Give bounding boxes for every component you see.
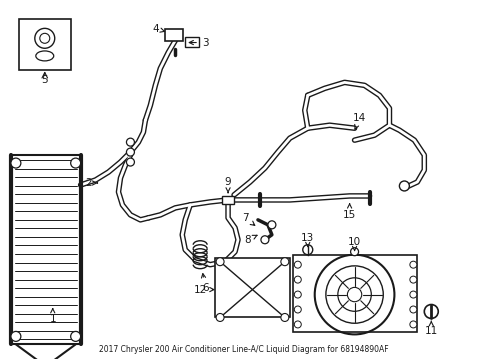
Circle shape: [409, 321, 416, 328]
Circle shape: [216, 258, 224, 266]
Circle shape: [409, 306, 416, 313]
Circle shape: [11, 332, 21, 341]
Text: 10: 10: [347, 237, 361, 251]
Bar: [165, 28, 183, 41]
Text: 5: 5: [41, 75, 48, 85]
Circle shape: [11, 158, 21, 168]
Circle shape: [126, 138, 134, 146]
Circle shape: [350, 248, 358, 256]
Circle shape: [409, 276, 416, 283]
Circle shape: [409, 261, 416, 268]
Bar: [215, 258, 289, 318]
Circle shape: [294, 306, 301, 313]
Circle shape: [346, 287, 361, 302]
Circle shape: [399, 181, 408, 191]
Text: 3: 3: [189, 37, 208, 48]
Text: 11: 11: [424, 321, 437, 336]
Text: 14: 14: [352, 113, 366, 129]
Bar: [222, 196, 234, 204]
Bar: [11, 155, 81, 345]
Text: 8: 8: [244, 235, 257, 245]
Text: 1: 1: [49, 309, 56, 324]
Text: 4: 4: [152, 24, 164, 33]
Bar: [292, 255, 416, 332]
Text: 2017 Chrysler 200 Air Conditioner Line-A/C Liquid Diagram for 68194890AF: 2017 Chrysler 200 Air Conditioner Line-A…: [99, 345, 388, 354]
Circle shape: [126, 158, 134, 166]
Text: 9: 9: [224, 177, 231, 193]
Bar: [19, 19, 71, 71]
Circle shape: [280, 258, 288, 266]
Circle shape: [71, 332, 81, 341]
Circle shape: [424, 305, 437, 319]
Circle shape: [280, 314, 288, 321]
Text: 7: 7: [241, 213, 254, 225]
Text: 2: 2: [85, 178, 97, 188]
Text: 6: 6: [201, 274, 208, 293]
Text: 13: 13: [301, 233, 314, 247]
Text: 15: 15: [342, 204, 355, 220]
Circle shape: [126, 148, 134, 156]
Circle shape: [294, 261, 301, 268]
Circle shape: [216, 314, 224, 321]
Text: 12: 12: [193, 284, 213, 294]
Bar: [185, 37, 199, 46]
Circle shape: [267, 221, 275, 229]
Circle shape: [71, 158, 81, 168]
Circle shape: [294, 321, 301, 328]
Circle shape: [294, 276, 301, 283]
Circle shape: [261, 236, 268, 244]
Circle shape: [409, 291, 416, 298]
Circle shape: [294, 291, 301, 298]
